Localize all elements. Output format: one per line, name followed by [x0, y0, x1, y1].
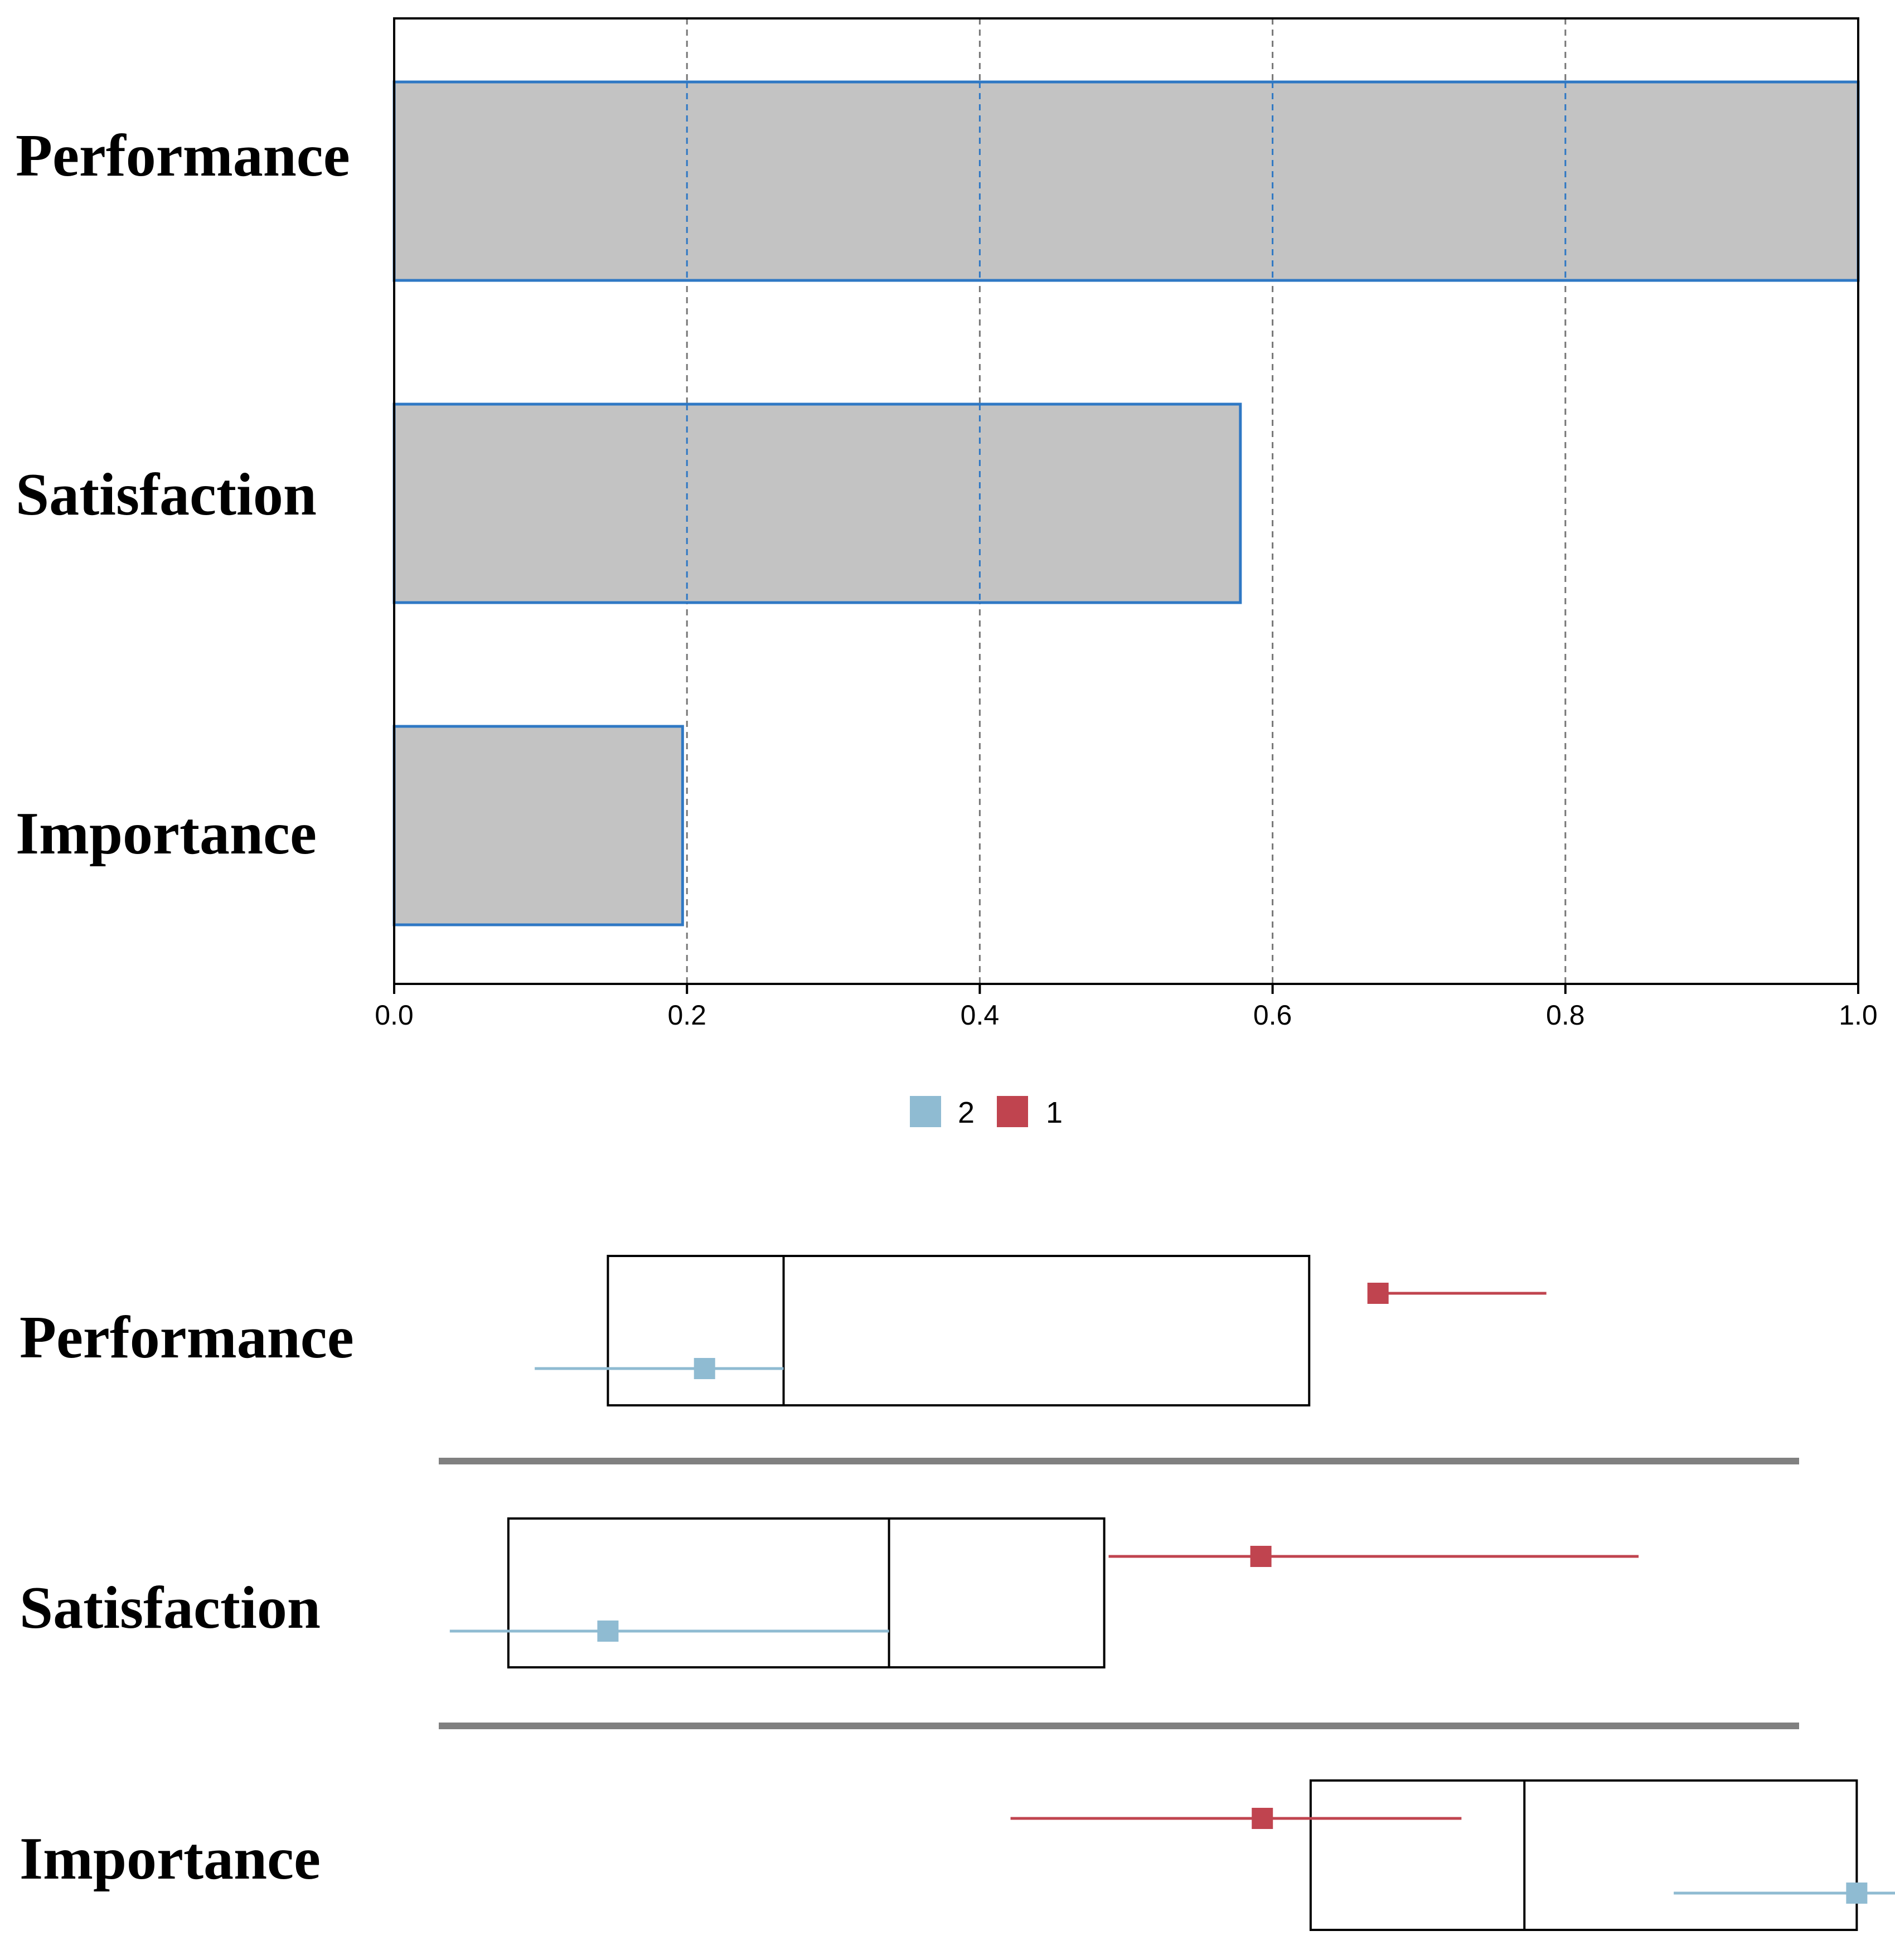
bottom-category-label-performance: Performance: [20, 1304, 354, 1371]
top-category-label-performance: Performance: [16, 123, 350, 189]
legend-swatch-1: [997, 1096, 1028, 1127]
bottom-category-label-satisfaction: Satisfaction: [20, 1575, 321, 1641]
interval-box-satisfaction: [507, 1517, 1106, 1668]
top-category-label-satisfaction: Satisfaction: [16, 462, 317, 528]
plot-frame: [393, 17, 1859, 985]
legend-label-1: 1: [1046, 1096, 1063, 1129]
bar-importance: [392, 725, 684, 926]
interval-box-performance: [607, 1255, 1311, 1406]
series-2-point-importance: [1846, 1883, 1868, 1904]
interval-box-importance: [1309, 1779, 1858, 1931]
series-2-point-satisfaction: [597, 1621, 619, 1642]
x-tick-label-0-4: 0.4: [961, 1000, 1000, 1031]
bar-satisfaction: [392, 402, 1242, 604]
x-tick-label-0-6: 0.6: [1253, 1000, 1292, 1031]
series-1-point-satisfaction: [1250, 1546, 1272, 1567]
series-1-point-performance: [1367, 1283, 1389, 1304]
x-tick-label-1-0: 1.0: [1839, 1000, 1878, 1031]
top-bar-chart: 0.0 0.2 0.4 0.6 0.8 1.0 Performance Satisfactio…: [16, 17, 1878, 1031]
x-tick-label-0-0: 0.0: [375, 1000, 414, 1031]
bottom-interval-chart: Performance Satisfaction Importance: [20, 1255, 1895, 1931]
legend-swatch-2: [910, 1096, 941, 1127]
bar-performance: [392, 80, 1860, 282]
x-tick-label-0-2: 0.2: [667, 1000, 706, 1031]
legend-label-2: 2: [958, 1096, 975, 1129]
top-category-label-importance: Importance: [16, 801, 317, 867]
series-1-point-importance: [1252, 1808, 1273, 1829]
bottom-category-label-importance: Importance: [20, 1826, 321, 1892]
series-2-point-performance: [694, 1358, 715, 1379]
x-tick-label-0-8: 0.8: [1546, 1000, 1585, 1031]
